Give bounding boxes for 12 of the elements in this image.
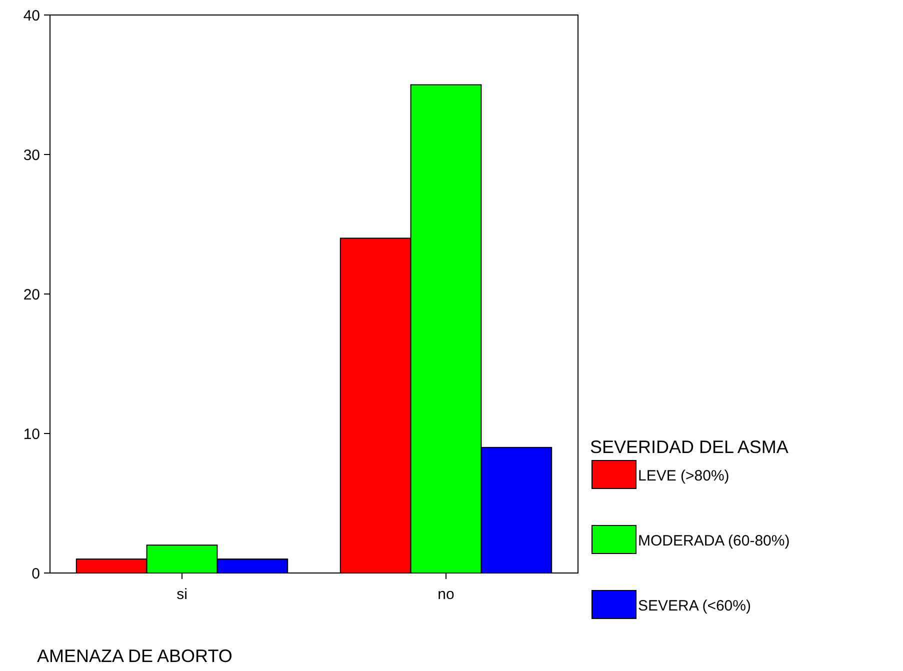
y-tick-label: 0 (32, 565, 40, 582)
x-tick-label: si (176, 586, 188, 603)
legend-label: LEVE (>80%) (638, 468, 730, 484)
legend-title: SEVERIDAD DEL ASMA (590, 437, 788, 457)
x-axis-title: AMENAZA DE ABORTO (37, 646, 232, 666)
y-tick-label: 40 (23, 7, 40, 24)
y-tick-label: 10 (23, 426, 40, 443)
y-tick-label: 20 (23, 286, 40, 304)
y-tick-label: 30 (23, 146, 40, 164)
legend-label: MODERADA (60-80%) (638, 532, 790, 550)
legend-label: SEVERA (<60%) (638, 598, 751, 614)
x-tick-label: no (438, 586, 454, 603)
